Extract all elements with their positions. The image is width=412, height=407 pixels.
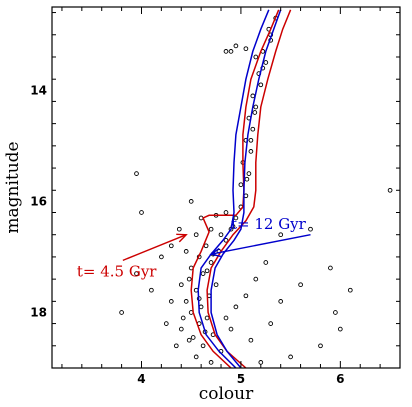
- annotation-arrowhead-t-4-5-gyr: [176, 233, 188, 243]
- star-point: [159, 254, 164, 260]
- star-point: [208, 226, 214, 232]
- star-point: [228, 49, 234, 54]
- star-point: [258, 360, 264, 365]
- star-point: [318, 343, 323, 349]
- star-point: [168, 243, 174, 249]
- star-point: [139, 210, 144, 215]
- star-point: [208, 360, 214, 365]
- star-point: [186, 337, 192, 343]
- star-point: [180, 315, 186, 321]
- star-point: [204, 268, 210, 274]
- star-point: [308, 226, 313, 232]
- star-point: [278, 299, 284, 304]
- star-point: [223, 237, 229, 243]
- y-tick-label: 18: [30, 305, 47, 319]
- star-point: [253, 276, 259, 282]
- annotation-layer: t= 4.5 Gyr t= 12 Gyr: [77, 215, 311, 280]
- star-point: [246, 171, 252, 176]
- star-point: [208, 260, 214, 265]
- star-point: [193, 232, 199, 238]
- star-point: [233, 304, 239, 310]
- annotation-arrow-t-4-5-gyr: [122, 234, 187, 262]
- x-tick-label: 4: [137, 372, 145, 386]
- star-point: [250, 93, 256, 99]
- annotation-t-4-5-gyr: t= 4.5 Gyr: [77, 262, 157, 280]
- star-point: [238, 182, 244, 188]
- star-point: [178, 326, 184, 332]
- star-point: [188, 199, 194, 204]
- star-point: [198, 304, 204, 310]
- star-point: [244, 176, 250, 182]
- star-point: [328, 265, 333, 271]
- star-point: [213, 282, 219, 288]
- star-point: [263, 60, 269, 65]
- annotation-arrow-t-12-gyr: [210, 234, 311, 255]
- star-point: [233, 215, 239, 221]
- star-point: [203, 243, 209, 249]
- star-point: [183, 249, 189, 254]
- star-point: [248, 337, 254, 343]
- star-point: [223, 49, 229, 54]
- isochrone-t-4-5-gyr-right: [206, 9, 292, 368]
- star-point: [168, 299, 174, 304]
- isochrone-t-12-gyr-right: [210, 9, 282, 368]
- star-point: [253, 54, 259, 60]
- star-point: [200, 343, 206, 349]
- star-point: [193, 354, 199, 360]
- star-point: [200, 271, 206, 276]
- star-point: [253, 104, 259, 110]
- star-point: [278, 232, 284, 238]
- star-point: [243, 293, 249, 299]
- annotation-arrowhead-t-12-gyr: [209, 247, 221, 258]
- y-tick-label: 16: [30, 194, 47, 208]
- star-point: [347, 287, 353, 293]
- isochrone-t-4-5-gyr-left: [190, 9, 280, 368]
- isochrone-t-12-gyr-left: [197, 9, 270, 368]
- star-point: [258, 82, 264, 88]
- star-point: [268, 321, 274, 326]
- x-tick-label: 6: [336, 372, 344, 386]
- star-point: [248, 137, 254, 143]
- star-point: [252, 110, 258, 115]
- star-point: [183, 299, 189, 304]
- star-point: [243, 46, 249, 52]
- star-point: [186, 276, 192, 282]
- star-point: [250, 126, 256, 132]
- plot-frame: [51, 6, 401, 369]
- star-point: [387, 187, 393, 193]
- star-point: [228, 326, 234, 332]
- star-point: [134, 271, 139, 276]
- tick-layer: 4 5 6 14 16 18: [30, 7, 401, 386]
- star-point: [134, 171, 139, 176]
- star-point: [190, 335, 196, 340]
- star-point: [333, 310, 338, 315]
- isochrone-layer: [190, 9, 292, 368]
- star-point: [173, 343, 179, 349]
- y-axis-label: magnitude: [3, 141, 23, 233]
- annotation-t-12-gyr: t= 12 Gyr: [231, 215, 307, 233]
- star-point: [223, 315, 229, 321]
- star-point: [248, 149, 254, 154]
- star-point: [223, 210, 229, 215]
- star-point: [176, 226, 182, 232]
- star-point: [233, 43, 239, 49]
- star-point: [204, 315, 210, 321]
- star-point: [337, 326, 343, 332]
- star-point: [298, 282, 303, 288]
- star-point: [288, 354, 293, 360]
- y-tick-label: 14: [30, 83, 47, 97]
- star-point: [119, 310, 124, 315]
- star-point: [149, 287, 154, 293]
- x-axis-label: colour: [199, 384, 254, 404]
- star-point: [178, 282, 184, 288]
- star-point: [218, 232, 224, 238]
- star-point: [263, 260, 269, 265]
- x-tick-label: 5: [237, 372, 245, 386]
- star-point: [163, 321, 169, 326]
